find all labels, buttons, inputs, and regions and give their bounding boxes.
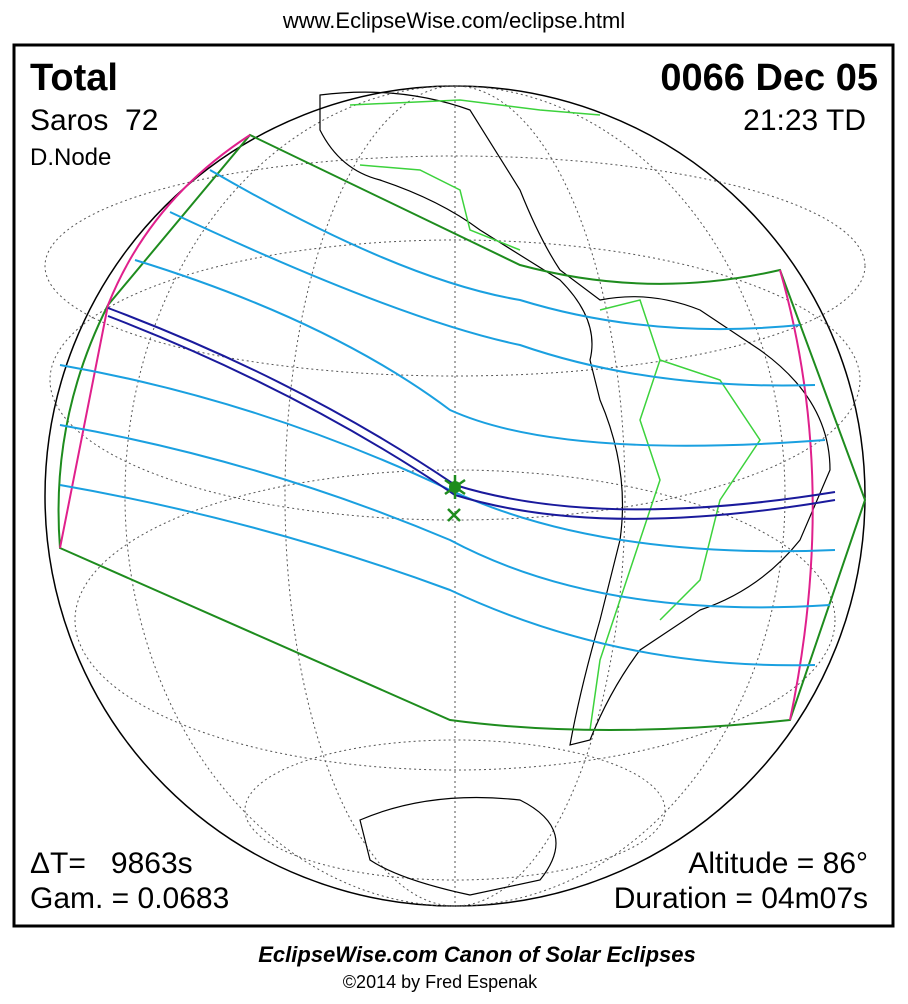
- duration: Duration = 04m07s: [614, 882, 868, 915]
- frame: [12, 43, 895, 928]
- url: www.EclipseWise.com/eclipse.html: [282, 8, 625, 33]
- saros: Saros 72: [30, 104, 158, 137]
- credit: ©2014 by Fred Espenak: [343, 972, 538, 992]
- gamma: Gam. = 0.0683: [30, 882, 229, 915]
- delta-t: ΔT= 9863s: [30, 847, 193, 880]
- altitude: Altitude = 86°: [688, 847, 868, 880]
- eclipse-type: Total: [30, 57, 118, 99]
- footer-title: EclipseWise.com Canon of Solar Eclipses: [258, 942, 696, 967]
- globe: [44, 85, 867, 907]
- time: 21:23 TD: [743, 104, 866, 137]
- date: 0066 Dec 05: [660, 57, 878, 99]
- node: D.Node: [30, 144, 111, 171]
